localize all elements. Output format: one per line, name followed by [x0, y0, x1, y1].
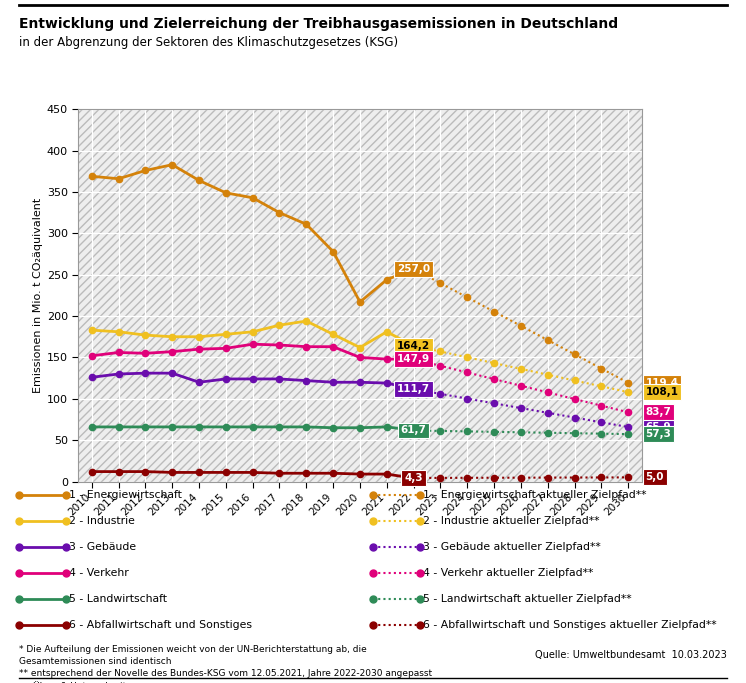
Text: 61,7: 61,7	[401, 426, 427, 436]
Text: Quelle: Umweltbundesamt  10.03.2023: Quelle: Umweltbundesamt 10.03.2023	[536, 650, 727, 660]
Text: * Die Aufteilung der Emissionen weicht von der UN-Berichterstattung ab, die
Gesa: * Die Aufteilung der Emissionen weicht v…	[19, 645, 432, 683]
Text: 108,1: 108,1	[645, 387, 679, 397]
Text: 6 - Abfallwirtschaft und Sonstiges: 6 - Abfallwirtschaft und Sonstiges	[69, 620, 251, 630]
Text: 6 - Abfallwirtschaft und Sonstiges aktueller Zielpfad**: 6 - Abfallwirtschaft und Sonstiges aktue…	[423, 620, 717, 630]
Text: 5,0: 5,0	[645, 473, 664, 482]
Text: 2 - Industrie aktueller Zielpfad**: 2 - Industrie aktueller Zielpfad**	[423, 516, 600, 526]
Text: 111,7: 111,7	[397, 384, 430, 394]
Text: 4,3: 4,3	[404, 473, 423, 483]
Y-axis label: Emissionen in Mio. t CO₂äquivalent: Emissionen in Mio. t CO₂äquivalent	[33, 198, 43, 393]
Text: 257,0: 257,0	[397, 264, 430, 274]
Text: 4 - Verkehr aktueller Zielpfad**: 4 - Verkehr aktueller Zielpfad**	[423, 568, 593, 578]
Text: 147,9: 147,9	[397, 354, 430, 364]
Text: 5 - Landwirtschaft aktueller Zielpfad**: 5 - Landwirtschaft aktueller Zielpfad**	[423, 594, 632, 604]
Text: 2 - Industrie: 2 - Industrie	[69, 516, 134, 526]
Text: 1 - Energiewirtschaft aktueller Zielpfad**: 1 - Energiewirtschaft aktueller Zielpfad…	[423, 490, 647, 500]
Text: Entwicklung und Zielerreichung der Treibhausgasemissionen in Deutschland: Entwicklung und Zielerreichung der Treib…	[19, 17, 618, 31]
Text: 65,9: 65,9	[645, 422, 671, 432]
Text: 119,4: 119,4	[645, 378, 679, 388]
Text: in der Abgrenzung der Sektoren des Klimaschutzgesetzes (KSG): in der Abgrenzung der Sektoren des Klima…	[19, 36, 398, 49]
Text: 83,7: 83,7	[645, 407, 671, 417]
Text: 57,3: 57,3	[645, 429, 671, 439]
Text: 3 - Gebäude: 3 - Gebäude	[69, 542, 136, 552]
Text: 4 - Verkehr: 4 - Verkehr	[69, 568, 128, 578]
Text: 5 - Landwirtschaft: 5 - Landwirtschaft	[69, 594, 166, 604]
Text: 1 - Energiewirtschaft: 1 - Energiewirtschaft	[69, 490, 181, 500]
Text: 3 - Gebäude aktueller Zielpfad**: 3 - Gebäude aktueller Zielpfad**	[423, 542, 601, 552]
Text: 164,2: 164,2	[397, 341, 430, 350]
